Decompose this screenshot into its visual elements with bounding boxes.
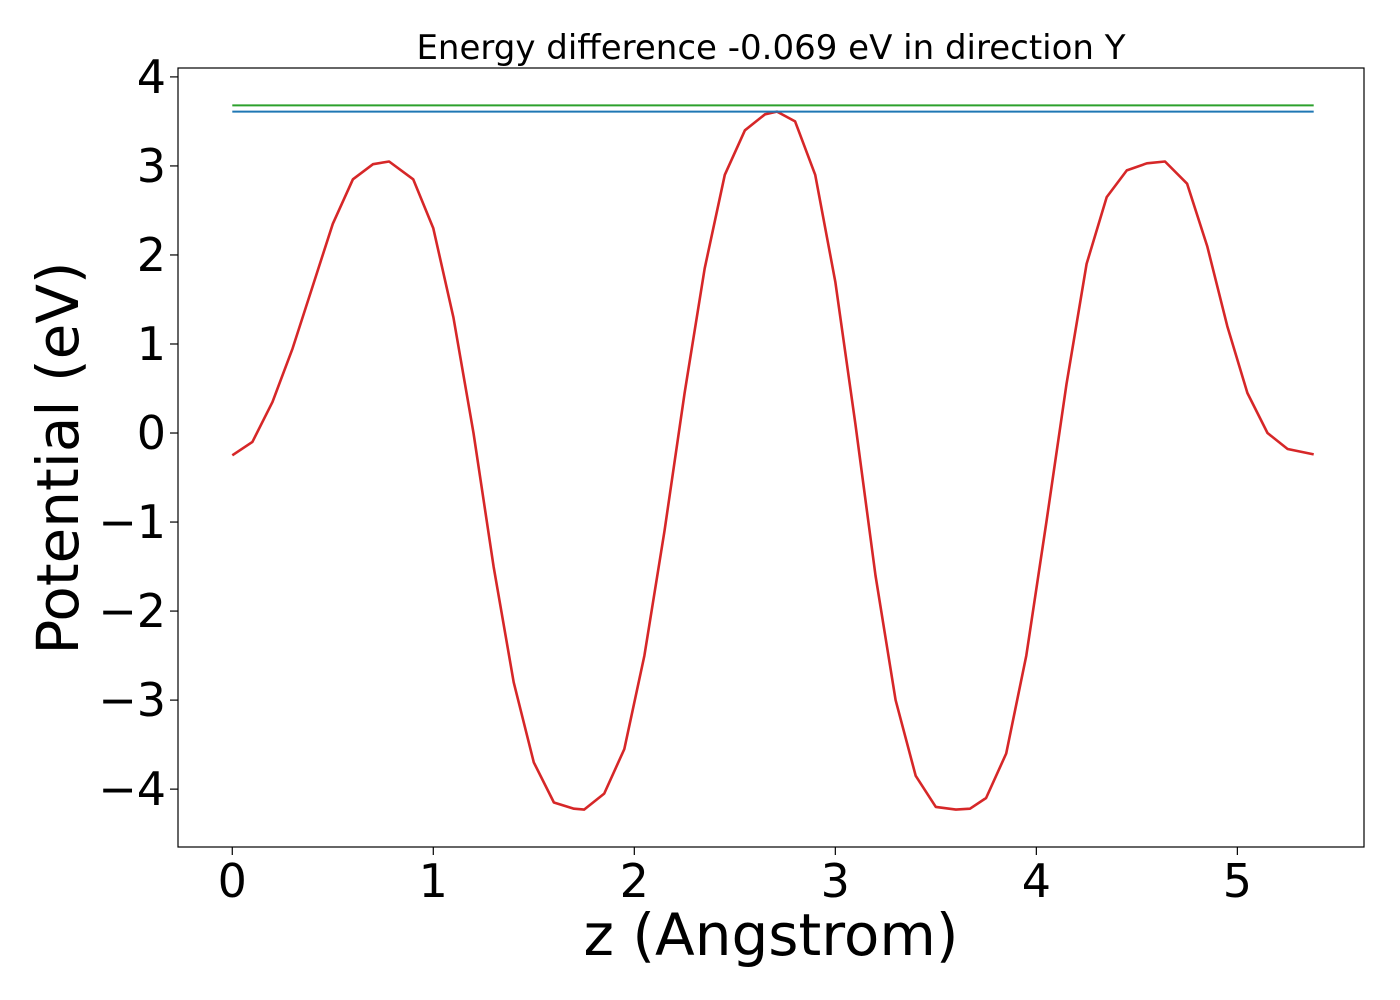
- plot-frame: [177, 67, 1365, 848]
- x-tick-label: 3: [821, 854, 850, 908]
- y-tick-label: 2: [137, 228, 166, 282]
- y-tick-label: 4: [137, 50, 166, 104]
- chart-title: Energy difference -0.069 eV in direction…: [416, 28, 1125, 68]
- y-tick-label: −4: [98, 762, 166, 816]
- x-axis-ticks: 0 1 2 3 4 5: [218, 847, 1252, 908]
- y-tick-label: −2: [98, 584, 166, 638]
- x-axis-label: z (Angstrom): [584, 901, 959, 969]
- series-line-0: [231, 110, 1314, 811]
- x-tick-label: 5: [1223, 854, 1252, 908]
- y-axis-label: Potential (eV): [24, 261, 92, 654]
- y-tick-label: 3: [137, 139, 166, 193]
- y-tick-label: −1: [98, 495, 166, 549]
- plot-lines: [231, 104, 1314, 811]
- y-tick-label: 1: [137, 317, 166, 371]
- y-tick-label: −3: [98, 673, 166, 727]
- x-tick-label: 0: [218, 854, 247, 908]
- x-tick-label: 1: [419, 854, 448, 908]
- y-axis-ticks: −4 −3 −2 −1 0 1 2 3 4: [98, 50, 178, 816]
- x-tick-label: 2: [620, 854, 649, 908]
- y-tick-label: 0: [137, 406, 166, 460]
- x-tick-label: 4: [1022, 854, 1051, 908]
